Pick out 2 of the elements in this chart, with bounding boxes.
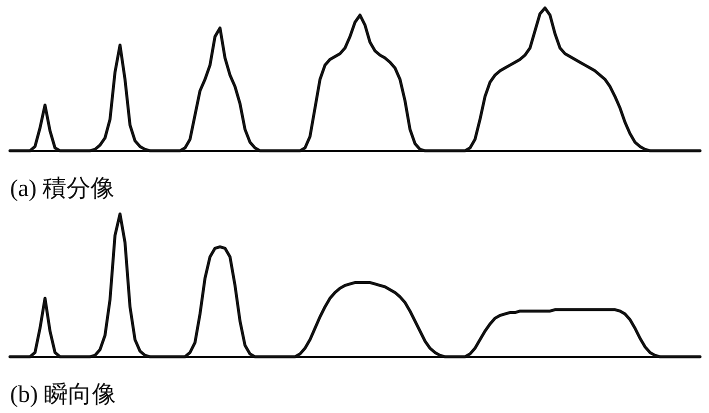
x-axis-title: (b) 瞬向像 [10, 382, 116, 408]
x-axis-title: (a) 積分像 [10, 176, 115, 202]
